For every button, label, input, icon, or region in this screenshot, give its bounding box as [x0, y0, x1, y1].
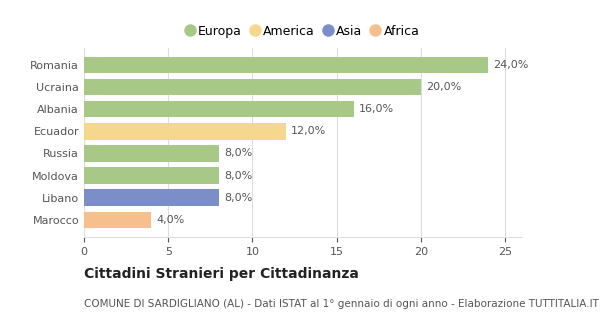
- Bar: [84, 57, 488, 73]
- Bar: [84, 79, 421, 95]
- Text: 8,0%: 8,0%: [224, 148, 252, 158]
- Bar: [84, 212, 151, 228]
- Text: 12,0%: 12,0%: [291, 126, 326, 136]
- Bar: [84, 167, 219, 184]
- Text: 8,0%: 8,0%: [224, 171, 252, 180]
- Bar: [84, 123, 286, 140]
- Text: COMUNE DI SARDIGLIANO (AL) - Dati ISTAT al 1° gennaio di ogni anno - Elaborazion: COMUNE DI SARDIGLIANO (AL) - Dati ISTAT …: [84, 299, 599, 309]
- Text: Cittadini Stranieri per Cittadinanza: Cittadini Stranieri per Cittadinanza: [84, 268, 359, 281]
- Legend: Europa, America, Asia, Africa: Europa, America, Asia, Africa: [182, 20, 424, 43]
- Text: 24,0%: 24,0%: [493, 60, 529, 70]
- Text: 4,0%: 4,0%: [157, 215, 185, 225]
- Bar: [84, 101, 353, 117]
- Text: 8,0%: 8,0%: [224, 193, 252, 203]
- Text: 20,0%: 20,0%: [426, 82, 461, 92]
- Bar: [84, 189, 219, 206]
- Bar: [84, 145, 219, 162]
- Text: 16,0%: 16,0%: [359, 104, 394, 114]
